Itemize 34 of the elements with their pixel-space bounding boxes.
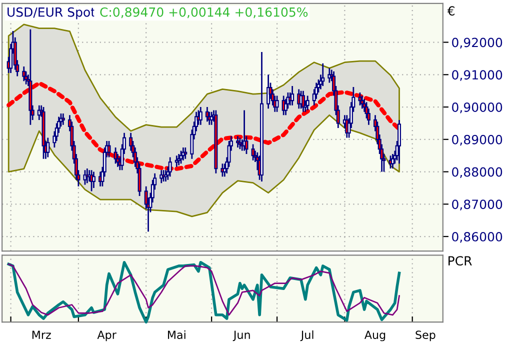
x-tick-label: Jun xyxy=(232,330,250,342)
candlestick xyxy=(397,119,402,164)
y-tick-label: 0,88000 xyxy=(452,167,502,178)
candlestick xyxy=(22,66,26,82)
y-axis-title: PCR xyxy=(448,256,472,266)
candlestick xyxy=(160,169,164,184)
candlestick xyxy=(358,92,362,106)
candlestick xyxy=(360,94,364,110)
candlestick xyxy=(290,85,294,106)
candlestick xyxy=(168,156,172,178)
chart-subtitle: C:0,89470 +0,00144 +0,16105% xyxy=(100,7,308,18)
x-tick-label: Apr xyxy=(97,330,116,342)
x-tick-label: Mai xyxy=(168,330,186,340)
x-tick-label: Jul xyxy=(300,330,314,342)
candlestick xyxy=(306,94,310,111)
y-axis-title: € xyxy=(447,6,454,16)
candlestick xyxy=(275,94,279,113)
y-tick-label: 0,92000 xyxy=(452,38,502,48)
candlestick xyxy=(92,171,96,189)
y-tick-label: 0,86000 xyxy=(452,232,502,243)
x-tick-label: Sep xyxy=(416,330,436,342)
x-tick-label: Aug xyxy=(364,330,386,342)
candlestick xyxy=(177,153,181,166)
candlestick xyxy=(179,150,183,164)
candlestick xyxy=(205,106,209,122)
y-tick-label: 0,90000 xyxy=(452,102,502,114)
y-tick-label: 0,87000 xyxy=(452,200,502,210)
candlestick xyxy=(184,146,188,160)
candlestick xyxy=(83,169,87,186)
x-tick-label: Mrz xyxy=(32,330,51,339)
chart-title: USD/EUR Spot xyxy=(8,7,96,20)
candlestick xyxy=(390,153,394,170)
y-tick-label: 0,89000 xyxy=(452,134,502,146)
y-tick-label: 0,91000 xyxy=(452,70,502,81)
